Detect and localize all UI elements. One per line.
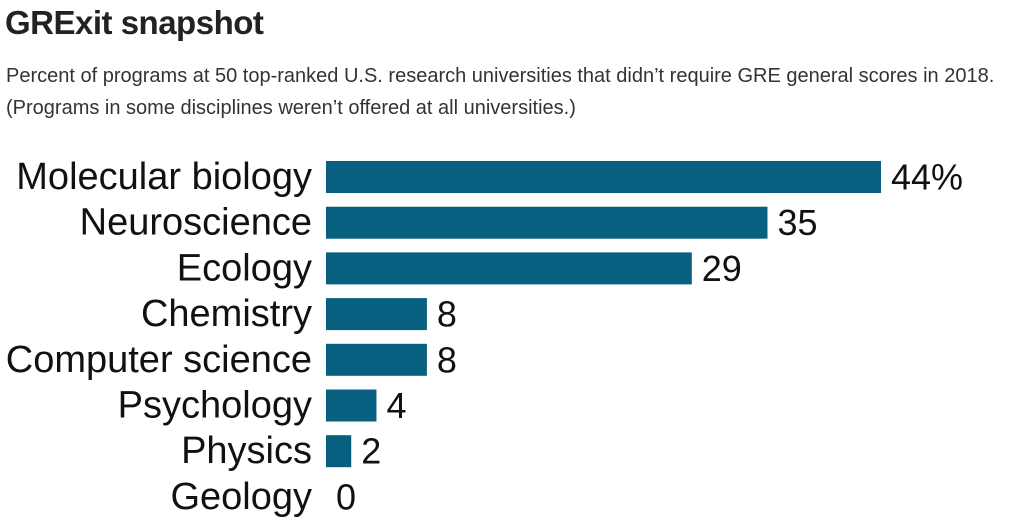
category-label-ecology: Ecology: [177, 247, 312, 289]
value-label-psychology: 4: [386, 385, 406, 426]
bar-chemistry: [326, 298, 427, 331]
category-label-geology: Geology: [170, 476, 312, 518]
bar-neuroscience: [326, 206, 768, 239]
bar-computer-science: [326, 343, 427, 376]
bar-psychology: [326, 389, 377, 422]
bar-ecology: [326, 252, 692, 285]
value-label-computer-science: 8: [437, 339, 457, 380]
value-label-neuroscience: 35: [777, 202, 817, 243]
category-label-physics: Physics: [181, 430, 312, 472]
category-label-neuroscience: Neuroscience: [80, 202, 312, 244]
value-label-chemistry: 8: [437, 294, 457, 335]
chart-subtitle: Percent of programs at 50 top-ranked U.S…: [6, 65, 995, 119]
value-label-molecular-biology: 44%: [891, 157, 963, 198]
value-label-physics: 2: [361, 431, 381, 472]
category-label-molecular-biology: Molecular biology: [16, 156, 312, 198]
value-label-geology: 0: [336, 476, 356, 517]
category-label-chemistry: Chemistry: [141, 293, 312, 335]
value-label-ecology: 29: [702, 248, 742, 289]
category-label-psychology: Psychology: [118, 385, 312, 427]
category-label-computer-science: Computer science: [6, 339, 312, 381]
bar-physics: [326, 435, 352, 468]
chart-title: GRExit snapshot: [5, 4, 264, 41]
bar-molecular-biology: [326, 161, 881, 193]
